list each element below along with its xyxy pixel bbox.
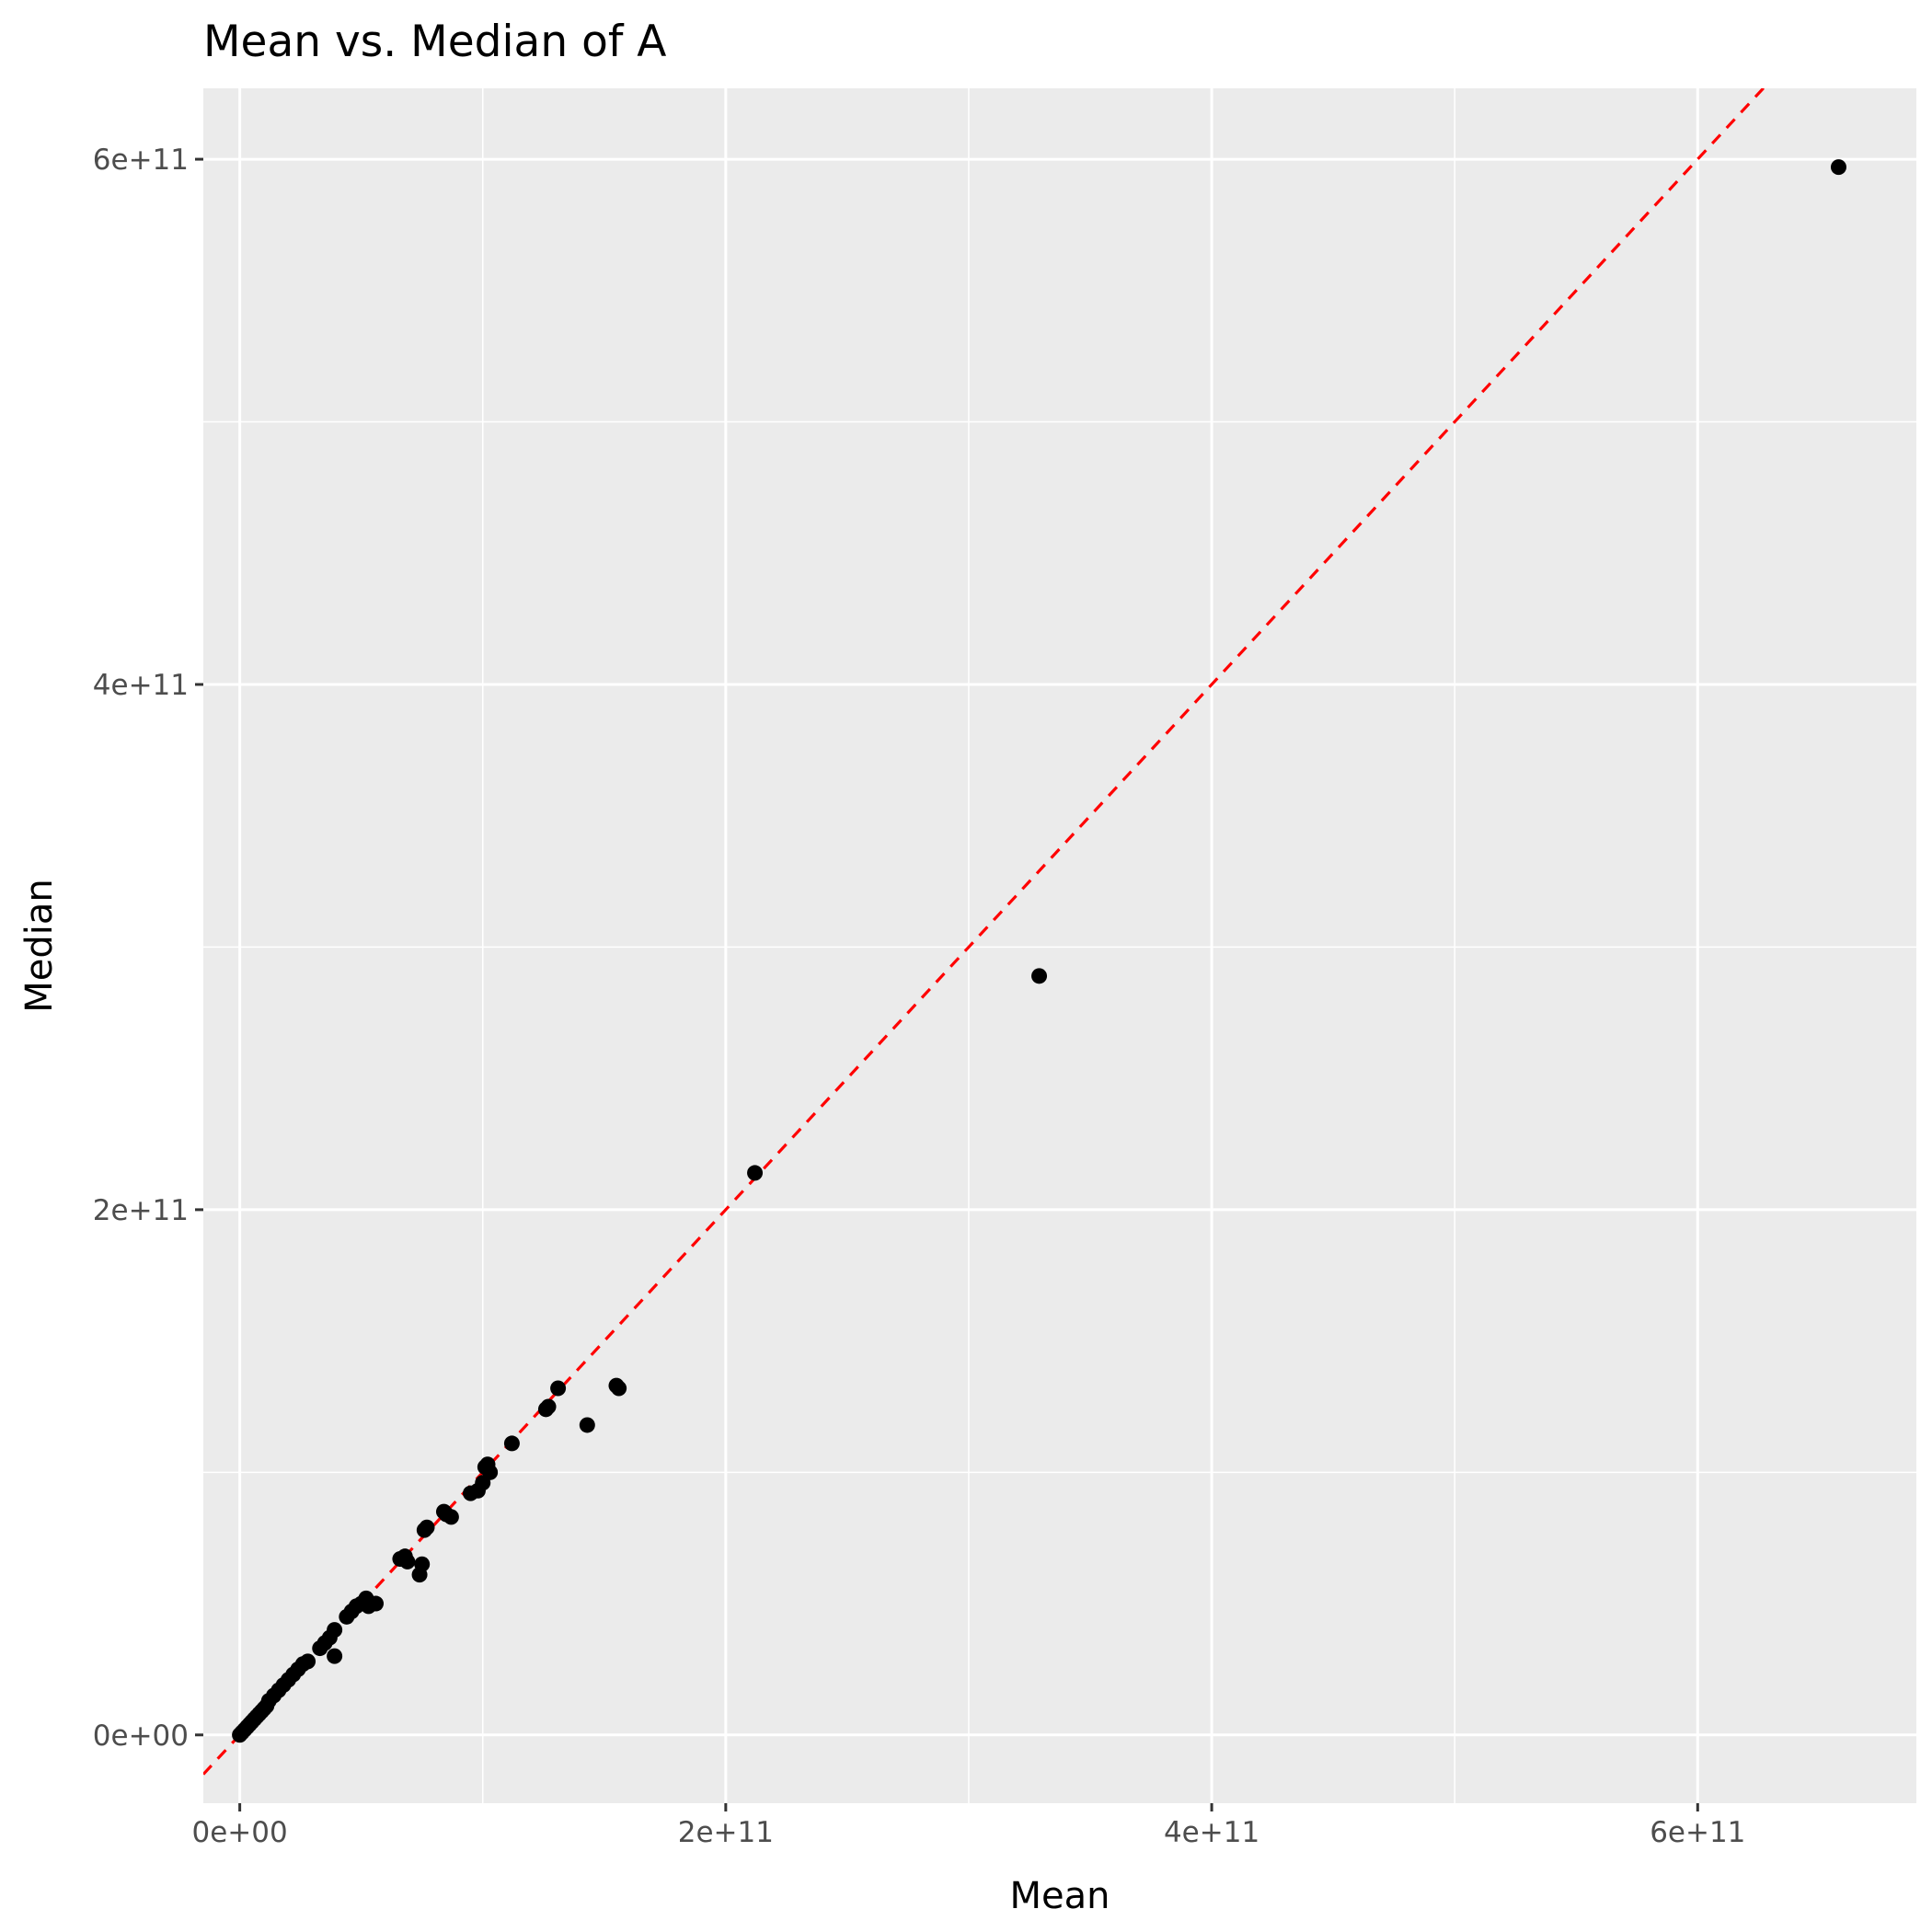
x-tick-label: 0e+00 <box>192 1816 288 1849</box>
y-tick-label: 4e+11 <box>93 669 189 702</box>
reference-line <box>203 88 1765 1776</box>
chart-title: Mean vs. Median of A <box>203 17 666 67</box>
data-point <box>503 1435 520 1452</box>
plot-panel <box>203 88 1916 1803</box>
data-point <box>414 1556 431 1572</box>
data-point <box>327 1622 343 1639</box>
x-axis: 0e+00 2e+11 4e+11 6e+11 <box>192 1803 1745 1849</box>
data-point <box>419 1519 435 1535</box>
data-point <box>550 1380 567 1397</box>
data-points <box>232 159 1846 1743</box>
data-point <box>540 1398 557 1415</box>
x-tick-label: 4e+11 <box>1164 1816 1259 1849</box>
data-point <box>300 1653 316 1670</box>
data-point <box>1830 159 1846 176</box>
data-point <box>482 1464 499 1480</box>
y-tick-label: 2e+11 <box>93 1194 189 1227</box>
x-axis-title: Mean <box>1010 1875 1110 1917</box>
data-point <box>1031 968 1048 984</box>
data-point <box>443 1509 459 1525</box>
x-tick-label: 2e+11 <box>678 1816 774 1849</box>
reference-line-group <box>203 88 1765 1776</box>
data-point <box>368 1595 385 1612</box>
data-point <box>579 1417 595 1433</box>
y-tick-label: 0e+00 <box>93 1719 189 1753</box>
y-axis: 0e+00 2e+11 4e+11 6e+11 <box>93 144 203 1753</box>
data-point <box>327 1648 343 1664</box>
y-tick-label: 6e+11 <box>93 144 189 177</box>
data-point <box>747 1165 764 1181</box>
data-point <box>611 1380 627 1397</box>
x-tick-label: 6e+11 <box>1650 1816 1745 1849</box>
major-gridlines <box>203 88 1916 1803</box>
y-axis-title: Median <box>18 879 61 1013</box>
data-point <box>399 1553 416 1570</box>
